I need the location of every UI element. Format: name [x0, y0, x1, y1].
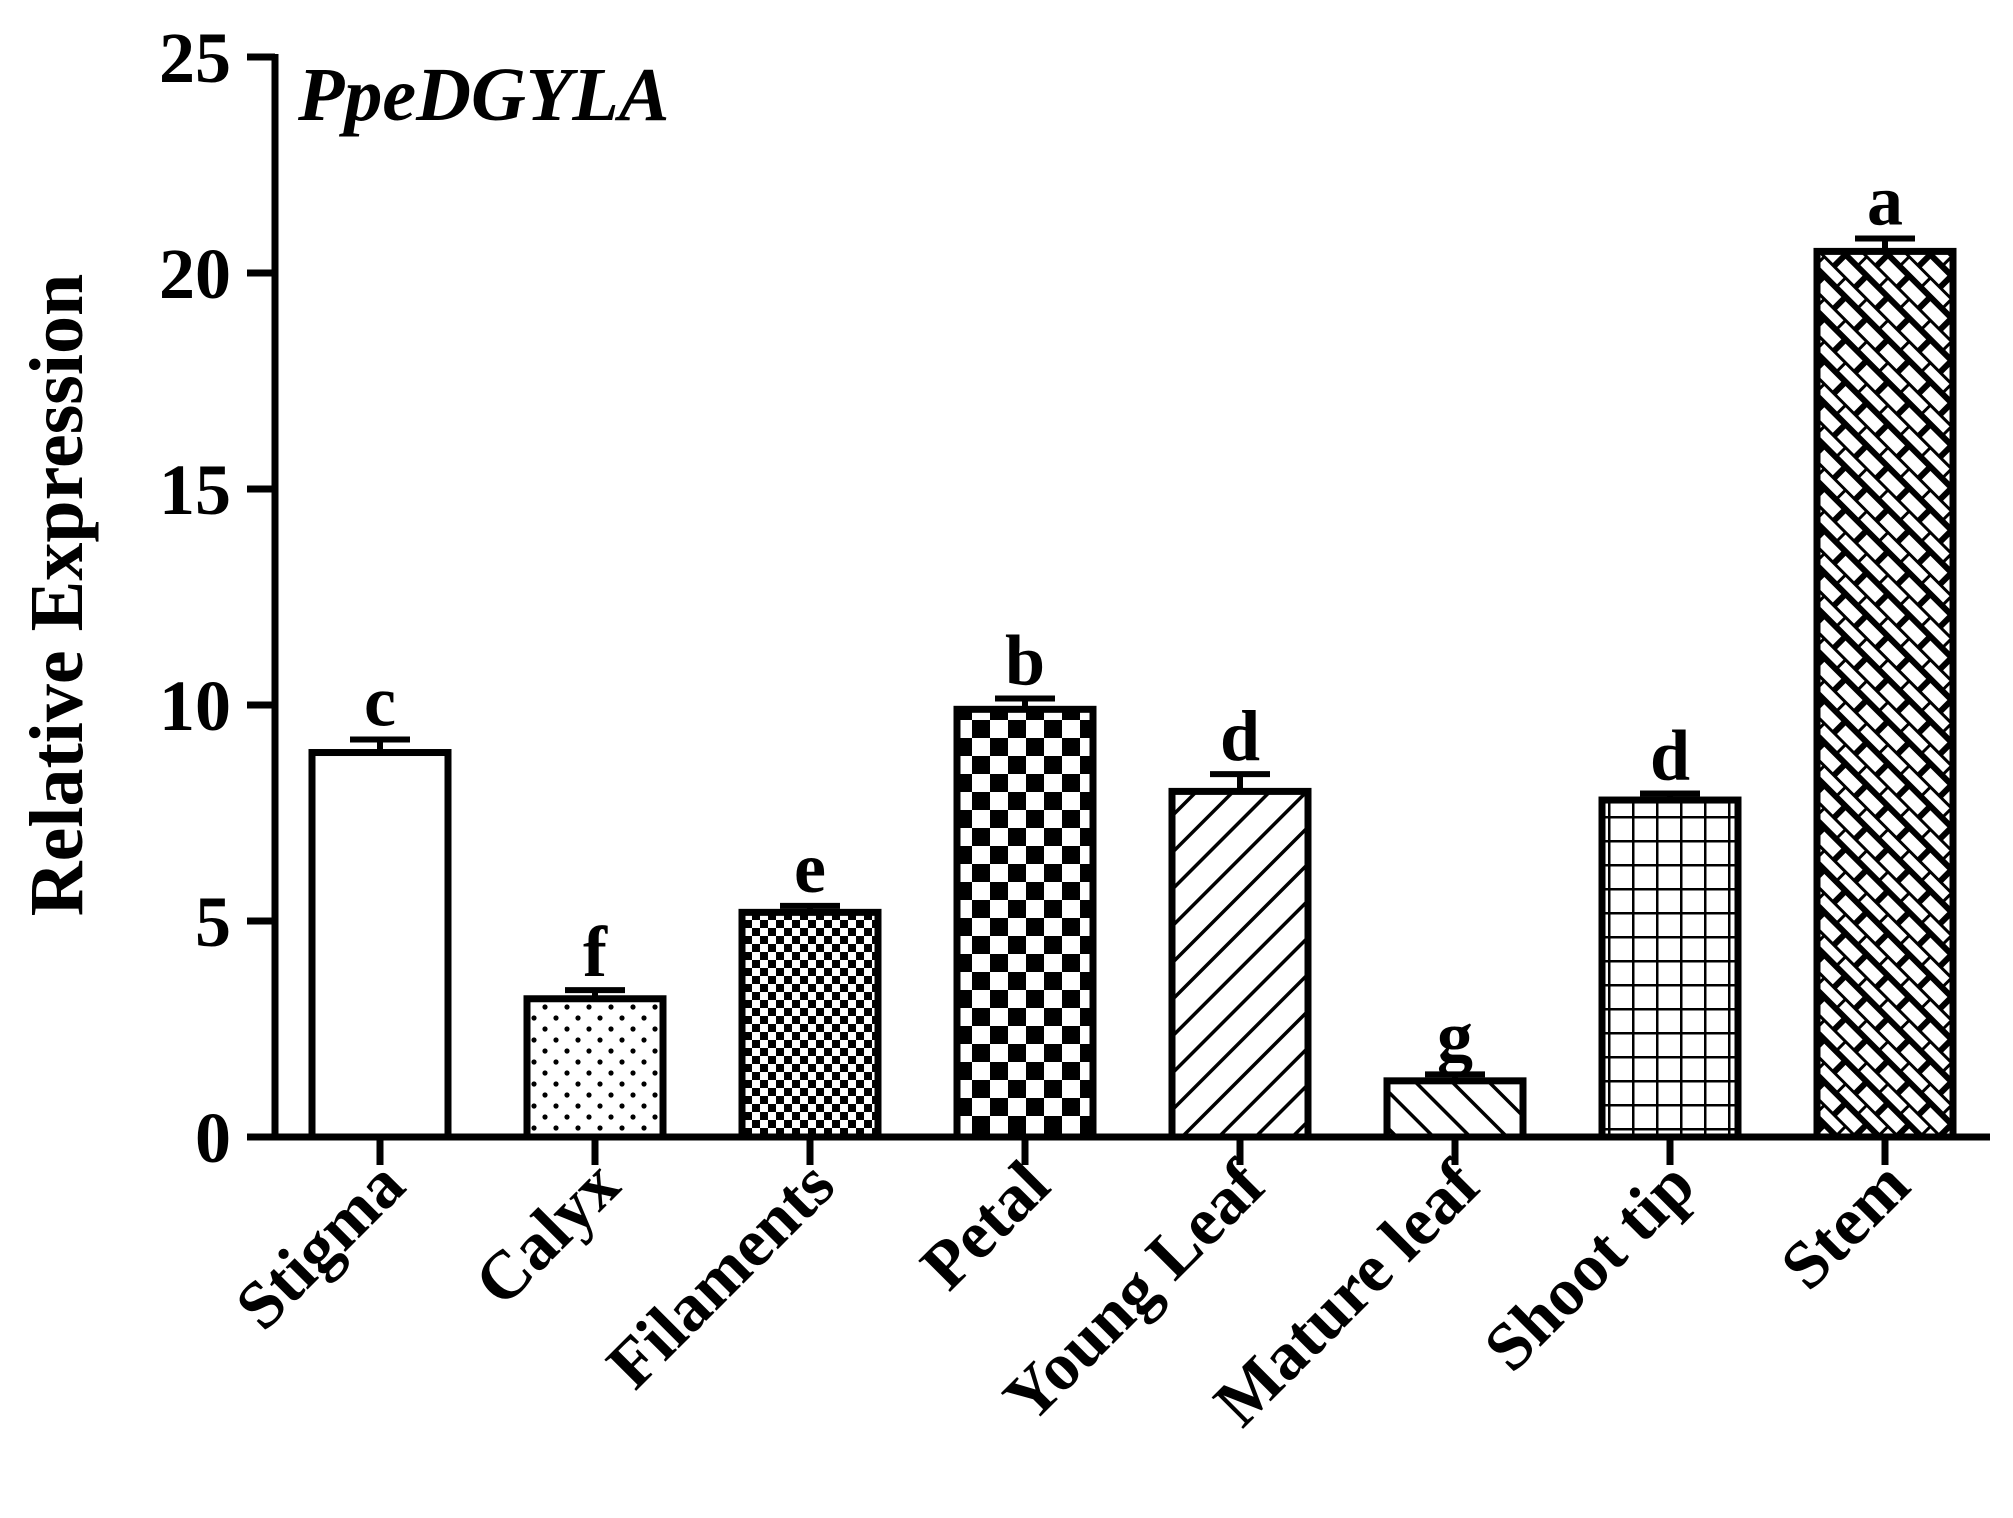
bar-calyx — [523, 995, 667, 1141]
bars-layer: c f e b d g d a — [308, 160, 1957, 1141]
significance-letter: a — [1867, 160, 1903, 240]
x-tick-label: Stem — [1766, 1146, 1924, 1304]
y-tick-label: 25 — [159, 18, 231, 98]
y-axis-label: Relative Expression — [15, 274, 99, 916]
y-ticks: 0 5 10 15 20 25 — [159, 18, 275, 1178]
bar-stigma — [308, 749, 452, 1141]
bar-stem — [1813, 247, 1957, 1141]
bar-petal — [953, 705, 1097, 1141]
bar-mature-leaf — [1383, 1077, 1527, 1141]
significance-letter: b — [1005, 621, 1045, 701]
x-tick-label: Shoot tip — [1469, 1146, 1708, 1385]
bar-shoot-tip — [1598, 796, 1742, 1141]
x-tick-label: Filaments — [592, 1146, 849, 1403]
significance-letter: e — [794, 828, 826, 908]
y-tick-label: 10 — [159, 666, 231, 746]
x-tick-label: Calyx — [460, 1146, 634, 1320]
significance-letter: d — [1650, 716, 1690, 796]
bar-filaments — [738, 908, 882, 1141]
y-tick-label: 20 — [159, 234, 231, 314]
x-tick-label: Stigma — [221, 1146, 419, 1344]
significance-letter: d — [1220, 696, 1260, 776]
chart-title: PpeDGYLA — [297, 53, 669, 137]
y-tick-label: 5 — [195, 882, 231, 962]
y-tick-label: 15 — [159, 450, 231, 530]
bar-young-leaf — [1168, 787, 1312, 1141]
axes-layer — [271, 54, 1990, 1141]
x-tick-label: Petal — [906, 1146, 1064, 1304]
significance-letter: f — [583, 912, 608, 992]
y-tick-label: 0 — [195, 1098, 231, 1178]
significance-letter: c — [364, 662, 396, 742]
significance-letter: g — [1437, 996, 1473, 1076]
